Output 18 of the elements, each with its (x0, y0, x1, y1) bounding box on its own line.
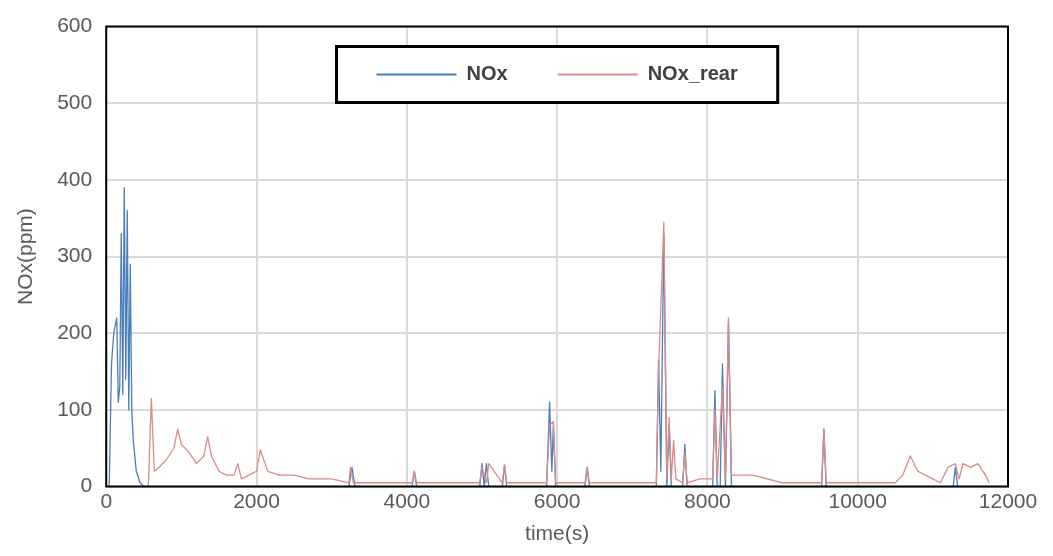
x-tick-label: 2000 (233, 489, 280, 512)
x-tick-label: 4000 (383, 489, 431, 512)
y-tick-label: 600 (57, 13, 93, 37)
legend-label: NOx_rear (647, 62, 738, 85)
x-tick-label: 0 (100, 489, 113, 512)
y-tick-label: 400 (57, 166, 93, 190)
legend-label: NOx (466, 62, 508, 85)
y-tick-label: 200 (57, 320, 93, 344)
y-tick-label: 500 (57, 90, 93, 114)
y-axis-title: NOx(ppm) (13, 208, 37, 306)
y-tick-label: 300 (57, 243, 93, 267)
x-axis-title: time(s) (525, 521, 590, 545)
x-tick-label: 8000 (684, 489, 731, 512)
x-tick-label: 10000 (828, 489, 887, 512)
x-tick-label: 6000 (533, 489, 581, 512)
x-tick-label: 12000 (978, 489, 1038, 512)
y-tick-label: 0 (80, 473, 93, 497)
y-tick-label: 100 (57, 396, 93, 420)
